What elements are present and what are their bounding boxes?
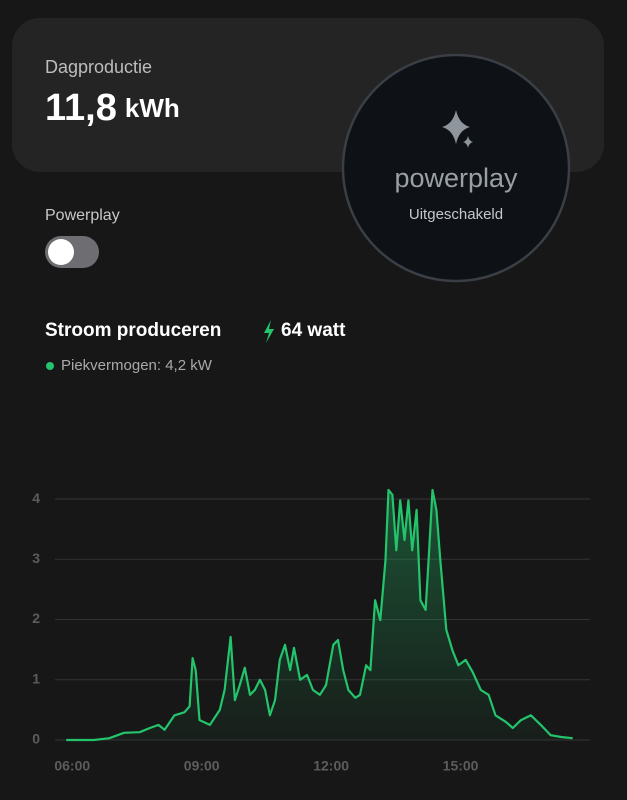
value: 11,8 <box>45 87 117 129</box>
x-tick-label: 15:00 <box>443 758 479 774</box>
current-power: 64 watt <box>281 320 346 341</box>
y-tick-label: 0 <box>32 731 40 747</box>
line <box>66 488 573 742</box>
unit: kWh <box>125 93 180 123</box>
y-tick-label: 2 <box>32 610 40 626</box>
chart: 0 1 2 3 4 06:00 09:00 12:00 15:00 <box>32 488 590 774</box>
powerplay-status: Uitgeschakeld <box>409 206 503 223</box>
x-tick-label: 12:00 <box>313 758 349 774</box>
card-title: Dagproductie <box>45 57 152 77</box>
y-tick-label: 4 <box>32 490 40 506</box>
powerplay-brand: powerplay <box>394 163 518 193</box>
y-tick-label: 3 <box>32 550 40 566</box>
section-title: Stroom produceren <box>45 320 221 341</box>
bolt-icon <box>264 320 274 343</box>
powerplay-circle[interactable] <box>341 53 571 283</box>
sparkle-icon <box>442 110 473 148</box>
legend-dot <box>46 362 54 370</box>
toggle-label: Powerplay <box>45 207 120 224</box>
x-tick-label: 09:00 <box>184 758 220 774</box>
x-tick-label: 06:00 <box>54 758 90 774</box>
peak-power: Piekvermogen: 4,2 kW <box>61 357 213 374</box>
area <box>66 490 573 740</box>
toggle-knob <box>48 239 74 265</box>
y-tick-label: 1 <box>32 670 40 686</box>
day-production: 11,8 kWh <box>45 87 180 129</box>
